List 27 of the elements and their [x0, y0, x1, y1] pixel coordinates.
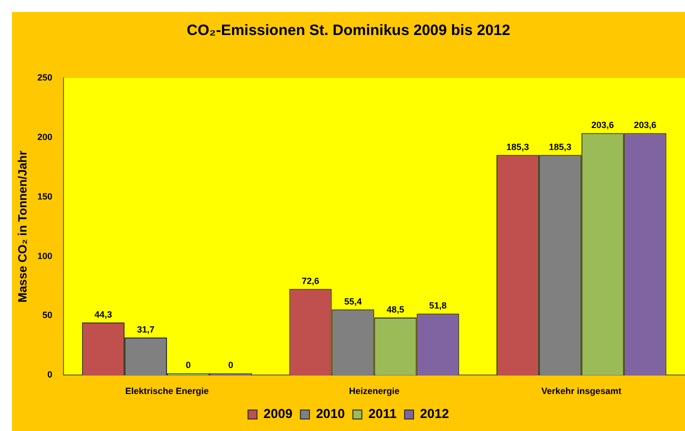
data-label: 55,4: [344, 296, 362, 306]
x-tick-label: Heizenergie: [348, 386, 400, 396]
data-label: 51,8: [429, 300, 447, 311]
y-tick-label: 150: [37, 191, 52, 202]
legend-label: 2009: [264, 406, 292, 422]
y-tick-label: 50: [42, 310, 52, 320]
legend-label: 2011: [368, 406, 397, 422]
y-tick-label: 200: [37, 132, 52, 142]
x-tick-label: Elektrische Energie: [125, 386, 209, 396]
data-label: 0: [186, 360, 191, 370]
data-label: 185,3: [506, 142, 529, 152]
data-label: 72,6: [302, 276, 320, 286]
chart-title: CO₂-Emissionen St. Dominikus 2009 bis 2012: [186, 22, 510, 40]
legend-label: 2010: [316, 406, 345, 422]
legend-label: 2012: [420, 406, 449, 422]
y-tick-label: 250: [37, 72, 52, 82]
y-tick-label: 0: [47, 370, 52, 380]
data-label: 44,3: [94, 310, 112, 320]
y-tick-label: 100: [37, 250, 52, 261]
data-label: 48,5: [386, 304, 404, 315]
data-label: 185,3: [548, 142, 572, 152]
data-label: 203,6: [634, 120, 656, 130]
y-axis-title: Masse CO₂ in Tonnen/Jahr: [16, 150, 30, 303]
data-label: 31,7: [137, 324, 155, 334]
x-tick-label: Verkehr insgesamt: [541, 386, 622, 396]
data-label: 203,6: [591, 120, 614, 130]
data-label: 0: [228, 360, 234, 370]
